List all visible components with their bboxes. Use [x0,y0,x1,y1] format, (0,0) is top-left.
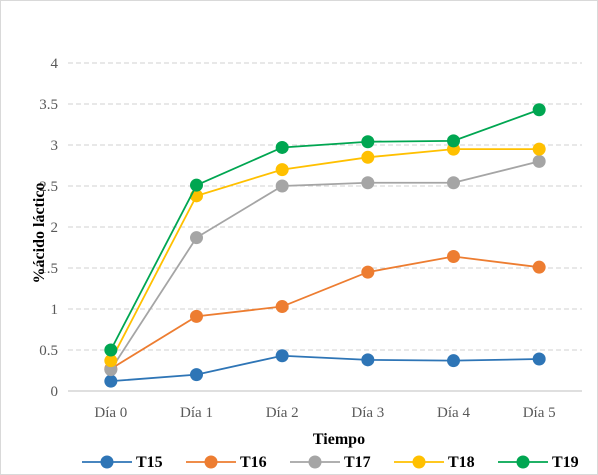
y-tick-label: 3.5 [39,97,58,113]
legend-label: T16 [240,454,267,471]
data-point [361,265,375,279]
legend-item-t18: T18 [394,454,475,471]
data-point [447,176,460,190]
data-point [104,354,118,368]
series-t16 [104,250,546,376]
y-tick-label: 2 [51,220,59,236]
y-tick-label: 1 [51,302,59,318]
legend-marker [412,455,426,469]
data-point [361,176,375,190]
legend-item-t19: T19 [498,454,579,471]
legend-item-t16: T16 [186,454,267,471]
legend-label: T19 [552,454,579,471]
data-point [190,178,203,192]
data-point [447,250,460,264]
legend-marker [308,455,322,469]
data-point [447,134,460,148]
series-line [110,108,540,351]
data-point [275,163,289,177]
y-tick-label: 3 [51,138,59,154]
x-tick-label: Día 1 [180,405,213,421]
series-line [110,148,540,362]
legend-item-t17: T17 [290,454,371,471]
series-lines [104,103,546,388]
y-tick-label: 0.5 [39,343,58,359]
data-point [532,103,546,117]
legend-marker [100,455,114,469]
axes: 0 0.5 1 1.5 2 2.5 3 3.5 4 Día 0 Día 1 Día 2 Día 3 Día… [39,56,582,421]
series-t17 [104,154,546,377]
legend-marker [204,455,218,469]
legend-label: T18 [448,454,475,471]
data-point [104,363,118,377]
series-line [110,255,540,370]
gridlines [68,62,582,351]
data-point [361,353,375,367]
legend-item-t15: T15 [82,454,163,471]
data-point [532,352,546,366]
data-point [275,179,289,193]
data-point [104,343,118,357]
data-point [104,374,118,388]
y-axis-title: %ácido láctico [31,183,48,284]
legend: T15 T16 T17 T18 T19 [82,454,579,471]
data-point [190,309,203,323]
series-t19 [104,103,546,357]
y-tick-label: 2.5 [39,179,58,195]
data-point [532,260,546,274]
data-point [275,349,289,363]
series-t15 [104,349,546,388]
data-point [532,154,546,168]
y-tick-label: 4 [51,56,59,72]
series-t18 [104,142,546,368]
legend-label: T17 [344,454,371,471]
x-tick-label: Día 0 [94,405,127,421]
data-point [190,231,203,245]
x-tick-label: Día 2 [266,405,299,421]
data-point [275,300,289,314]
data-point [361,150,375,164]
series-line [110,160,540,371]
series-line [110,354,540,383]
y-tick-label: 0 [51,384,59,400]
data-point [361,135,375,149]
data-point [447,354,460,368]
data-point [532,142,546,156]
legend-marker [516,455,530,469]
x-tick-label: Día 5 [523,405,556,421]
y-tick-label: 1.5 [39,261,58,277]
x-axis-title: Tiempo [313,431,365,448]
data-point [275,140,289,154]
data-point [190,368,203,382]
x-tick-label: Día 4 [437,405,470,421]
legend-label: T15 [136,454,163,471]
x-tick-label: Día 3 [351,405,384,421]
